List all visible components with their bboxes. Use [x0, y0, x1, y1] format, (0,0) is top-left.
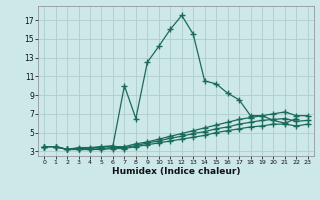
X-axis label: Humidex (Indice chaleur): Humidex (Indice chaleur): [112, 167, 240, 176]
